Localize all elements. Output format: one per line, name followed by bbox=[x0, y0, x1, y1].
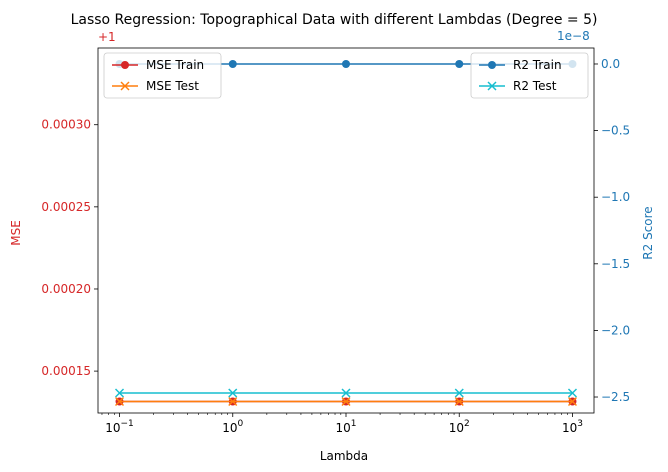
x-tick-label: 102 bbox=[449, 419, 470, 435]
data-point-r2-test bbox=[228, 388, 238, 398]
data-point-r2-test bbox=[341, 388, 351, 398]
data-point-mse-test bbox=[114, 396, 125, 407]
data-point-mse-test bbox=[120, 81, 130, 91]
right-y-tick-label: 0.0 bbox=[601, 57, 620, 71]
legend-label: MSE Test bbox=[146, 79, 199, 93]
left-y-tick-label: 0.00015 bbox=[41, 364, 91, 378]
data-point-mse-train bbox=[121, 61, 129, 69]
right-axis-offset-text: 1e−8 bbox=[557, 29, 590, 43]
right-y-tick-label: −0.5 bbox=[601, 124, 630, 138]
data-point-mse-test bbox=[567, 396, 578, 407]
data-point-mse-test bbox=[341, 396, 351, 407]
data-point-mse-test bbox=[454, 396, 464, 407]
data-point-mse-test bbox=[228, 396, 238, 407]
data-point-r2-train bbox=[228, 59, 237, 68]
right-y-tick-label: −2.0 bbox=[601, 323, 630, 337]
data-point-r2-test bbox=[454, 388, 464, 398]
x-axis-label: Lambda bbox=[320, 449, 368, 463]
x-tick-label: 103 bbox=[562, 419, 583, 435]
left-y-tick-label: 0.00025 bbox=[41, 200, 91, 214]
data-point-r2-test bbox=[114, 388, 125, 398]
legend-label: R2 Train bbox=[513, 58, 562, 72]
left-y-axis-label: MSE bbox=[9, 220, 23, 246]
right-y-tick-label: −1.5 bbox=[601, 257, 630, 271]
data-point-r2-train bbox=[342, 59, 350, 68]
left-y-tick-label: 0.00030 bbox=[41, 118, 91, 132]
x-tick-label: 10−1 bbox=[105, 419, 134, 435]
plot-area: 10−1 100 101 102 103 0.00015 0.00020 0.00025 0.0… bbox=[41, 47, 630, 435]
chart-title: Lasso Regression: Topographical Data wit… bbox=[71, 12, 598, 28]
data-point-r2-test bbox=[487, 81, 497, 91]
data-point-r2-test bbox=[567, 388, 578, 398]
left-axis-offset-text: +1 bbox=[98, 30, 116, 44]
right-y-axis-label: R2 Score bbox=[641, 206, 655, 259]
legend-label: R2 Test bbox=[513, 79, 557, 93]
x-tick-label: 101 bbox=[335, 419, 356, 435]
legend-label: MSE Train bbox=[146, 58, 204, 72]
right-y-tick-label: −2.5 bbox=[601, 390, 630, 404]
x-tick-label: 100 bbox=[222, 419, 243, 435]
data-point-r2-train bbox=[488, 61, 496, 69]
left-y-tick-label: 0.00020 bbox=[41, 282, 91, 296]
data-point-r2-train bbox=[455, 59, 464, 68]
right-y-tick-label: −1.0 bbox=[601, 190, 630, 204]
